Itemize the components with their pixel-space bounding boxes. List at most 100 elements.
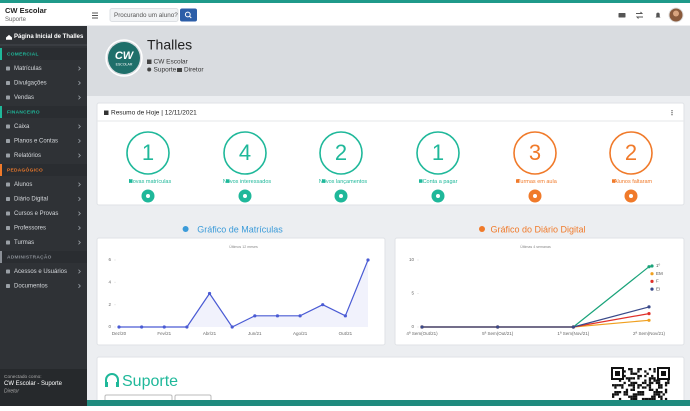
sidebar-item: Turmas <box>14 240 34 246</box>
summary-value: 1 <box>432 140 444 165</box>
legend-swatch[interactable] <box>650 264 654 268</box>
qr-cell <box>632 384 635 387</box>
legend-swatch[interactable] <box>650 272 654 276</box>
item-icon[interactable] <box>6 81 10 85</box>
profile-dept: Suporte <box>154 67 177 74</box>
x-tick-label: 2ª Sem(Nov/21) <box>633 331 665 336</box>
item-icon[interactable] <box>6 153 10 158</box>
item-icon[interactable] <box>6 139 10 143</box>
header-bar <box>0 3 690 26</box>
y-tick-label: 4 <box>108 280 111 285</box>
qr-cell <box>623 381 626 385</box>
point <box>298 314 302 318</box>
sidebar-item: Professores <box>14 226 46 232</box>
qr-cell <box>630 388 633 391</box>
qr-cell <box>630 381 633 385</box>
legend-swatch[interactable] <box>650 279 654 283</box>
qr-cell <box>651 381 654 385</box>
item-icon[interactable] <box>6 269 10 274</box>
more-menu[interactable] <box>671 114 673 116</box>
menu-icon[interactable] <box>92 15 98 16</box>
qr-cell <box>667 381 670 385</box>
sidebar-item: Diário Digital <box>14 197 48 203</box>
summary-button-dot <box>146 194 150 198</box>
qr-finder-core <box>661 371 666 376</box>
menu-icon[interactable] <box>92 17 98 19</box>
qr-cell <box>623 391 626 394</box>
qr-cell <box>630 397 633 401</box>
section-band <box>0 48 87 60</box>
y-tick-label: 6 <box>108 257 111 262</box>
qr-cell <box>648 368 652 371</box>
keyboard-icon[interactable] <box>618 13 626 18</box>
item-icon[interactable] <box>6 66 10 71</box>
qr-cell <box>623 370 626 373</box>
qr-cell <box>660 397 663 401</box>
summary-value: 3 <box>529 140 541 165</box>
qr-cell <box>635 381 638 385</box>
summary-button-dot <box>533 194 537 198</box>
item-icon[interactable] <box>6 211 10 216</box>
summary-label: Novos lançamentos <box>319 179 368 185</box>
qr-cell <box>637 386 640 389</box>
sidebar-item: Alunos <box>14 182 32 188</box>
chart-title: Gráfico do Diário Digital <box>490 224 585 234</box>
qr-cell <box>639 374 642 378</box>
x-tick-label: Out/21 <box>339 331 353 336</box>
more-menu[interactable] <box>671 110 673 112</box>
qr-cell <box>614 391 617 394</box>
item-icon[interactable] <box>6 240 10 245</box>
swap-icon[interactable] <box>635 11 644 19</box>
summary-value: 2 <box>335 140 347 165</box>
qr-cell <box>623 393 626 396</box>
item-icon[interactable] <box>6 95 10 100</box>
qr-cell <box>637 377 640 380</box>
qr-cell <box>648 397 652 401</box>
chart-card <box>394 237 685 346</box>
sidebar-item: Relatórios <box>14 153 41 159</box>
more-menu[interactable] <box>671 112 673 114</box>
qr-cell <box>644 374 647 378</box>
bell-icon[interactable] <box>655 12 661 18</box>
chevron <box>78 211 81 216</box>
search-placeholder: Procurando um aluno? <box>114 12 178 19</box>
menu-icon[interactable] <box>92 12 98 14</box>
footer-user: CW Escolar - Suporte <box>4 381 63 387</box>
x-tick-label: Ago/21 <box>293 331 308 336</box>
qr-cell <box>653 370 656 373</box>
item-icon[interactable] <box>6 226 10 230</box>
summary-value: 1 <box>142 140 154 165</box>
search-box[interactable] <box>109 8 179 22</box>
qr-cell <box>653 395 656 398</box>
x-tick-label: Jun/21 <box>248 331 262 336</box>
qr-cell <box>632 397 635 401</box>
profile-role: Diretor <box>184 67 204 74</box>
summary-ring <box>223 131 267 175</box>
qr-cell <box>644 379 647 382</box>
qr-cell <box>653 379 656 382</box>
qr-cell <box>621 384 624 387</box>
qr-cell <box>653 393 656 396</box>
qr-cell <box>660 391 663 394</box>
qr-cell <box>616 384 619 387</box>
brand: CW Escolar <box>5 6 47 15</box>
search-button[interactable] <box>180 8 197 22</box>
item-icon[interactable] <box>6 182 10 187</box>
legend-swatch[interactable] <box>650 287 654 291</box>
qr-cell <box>625 391 629 394</box>
qr-cell <box>628 368 631 371</box>
qr-cell <box>616 391 619 394</box>
qr-cell <box>632 386 635 389</box>
summary-label-icon <box>516 179 520 183</box>
item-icon[interactable] <box>6 284 10 288</box>
chevron <box>78 182 81 187</box>
qr-cell <box>648 388 652 391</box>
item-icon[interactable] <box>6 124 10 129</box>
qr-cell <box>635 395 638 398</box>
item-icon[interactable] <box>6 197 10 201</box>
qr-cell <box>628 379 631 382</box>
section-accent <box>0 106 2 118</box>
qr-cell <box>651 388 654 391</box>
qr-cell <box>635 393 638 396</box>
sidebar-item: Acessos e Usuários <box>14 269 67 275</box>
